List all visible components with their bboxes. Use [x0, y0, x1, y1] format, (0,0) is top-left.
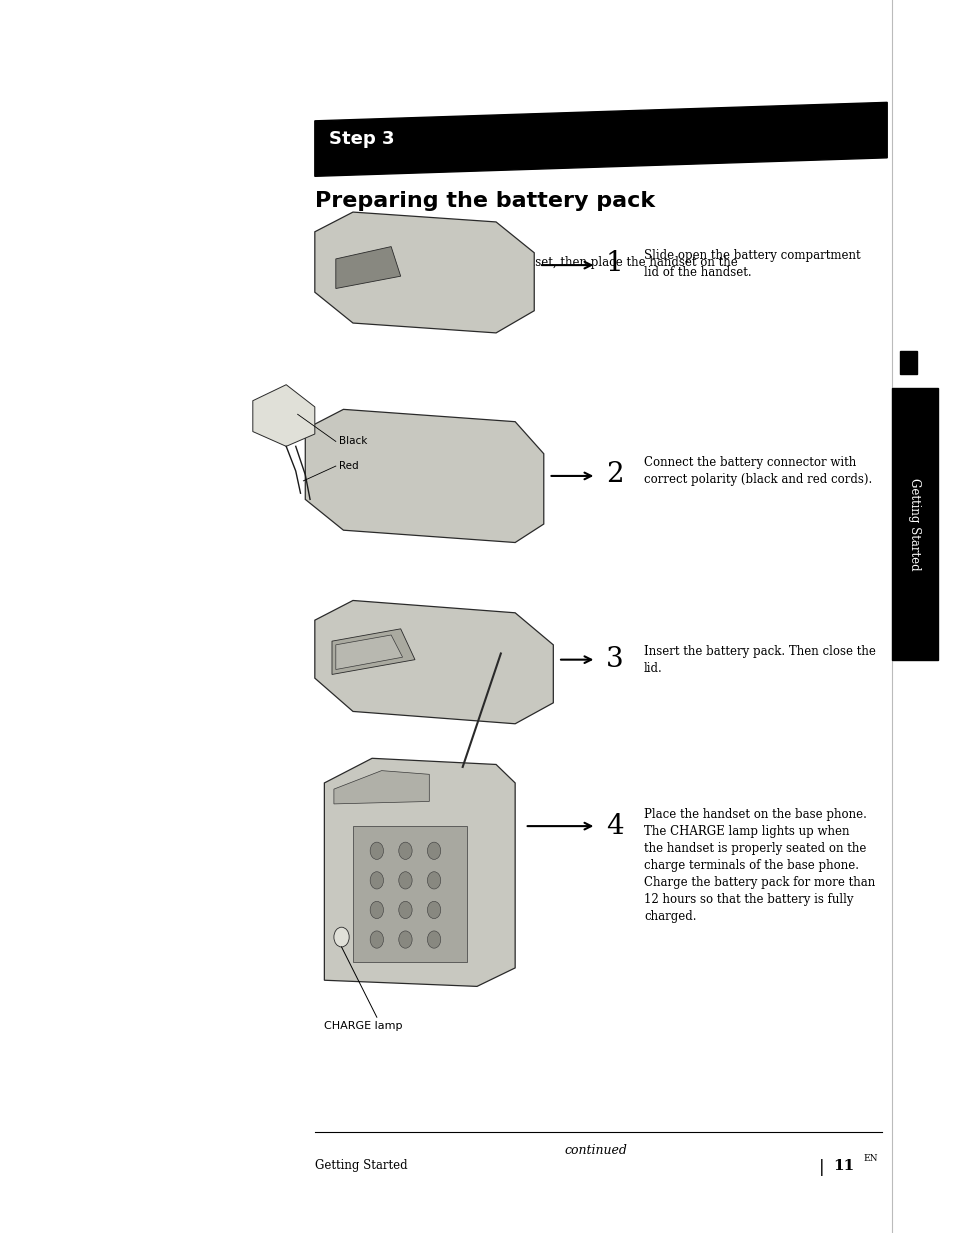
Polygon shape: [253, 385, 314, 446]
Text: |: |: [818, 1159, 823, 1176]
Circle shape: [427, 872, 440, 889]
Polygon shape: [353, 826, 467, 962]
Circle shape: [427, 931, 440, 948]
Text: Place the handset on the base phone.
The CHARGE lamp lights up when
the handset : Place the handset on the base phone. The…: [643, 808, 874, 922]
Circle shape: [334, 927, 349, 947]
Circle shape: [398, 872, 412, 889]
Text: Preparing the battery pack: Preparing the battery pack: [314, 191, 655, 211]
Text: continued: continued: [564, 1144, 627, 1158]
Polygon shape: [314, 102, 886, 176]
Text: 11: 11: [832, 1159, 853, 1173]
Polygon shape: [335, 635, 402, 670]
Text: Connect the battery connector with
correct polarity (black and red cords).: Connect the battery connector with corre…: [643, 456, 871, 486]
Polygon shape: [305, 409, 543, 543]
Text: Insert the battery pack. Then close the
lid.: Insert the battery pack. Then close the …: [643, 645, 875, 674]
Text: 4: 4: [605, 813, 622, 840]
Text: Step 3: Step 3: [329, 131, 395, 148]
Circle shape: [370, 931, 383, 948]
Bar: [891, 388, 937, 660]
Circle shape: [398, 931, 412, 948]
Text: Insert the battery pack into the handset, then place the handset on the
base pho: Insert the battery pack into the handset…: [314, 256, 737, 286]
Circle shape: [370, 842, 383, 859]
Text: Getting Started: Getting Started: [907, 477, 921, 571]
Polygon shape: [334, 771, 429, 804]
Text: 2: 2: [605, 461, 622, 488]
Polygon shape: [335, 247, 400, 289]
Text: Red: Red: [338, 461, 358, 471]
Text: EN: EN: [862, 1154, 877, 1163]
Polygon shape: [332, 629, 415, 674]
Polygon shape: [314, 600, 553, 724]
Circle shape: [398, 842, 412, 859]
Text: 1: 1: [605, 250, 623, 277]
Text: Black: Black: [338, 436, 367, 446]
Text: Getting Started: Getting Started: [314, 1159, 407, 1173]
Circle shape: [427, 901, 440, 919]
Polygon shape: [324, 758, 515, 986]
Text: 3: 3: [605, 646, 622, 673]
Circle shape: [427, 842, 440, 859]
Circle shape: [398, 901, 412, 919]
Text: Slide open the battery compartment
lid of the handset.: Slide open the battery compartment lid o…: [643, 249, 860, 279]
Circle shape: [370, 872, 383, 889]
Bar: [899, 351, 916, 374]
Text: CHARGE lamp: CHARGE lamp: [324, 1021, 402, 1031]
Circle shape: [370, 901, 383, 919]
Polygon shape: [314, 212, 534, 333]
